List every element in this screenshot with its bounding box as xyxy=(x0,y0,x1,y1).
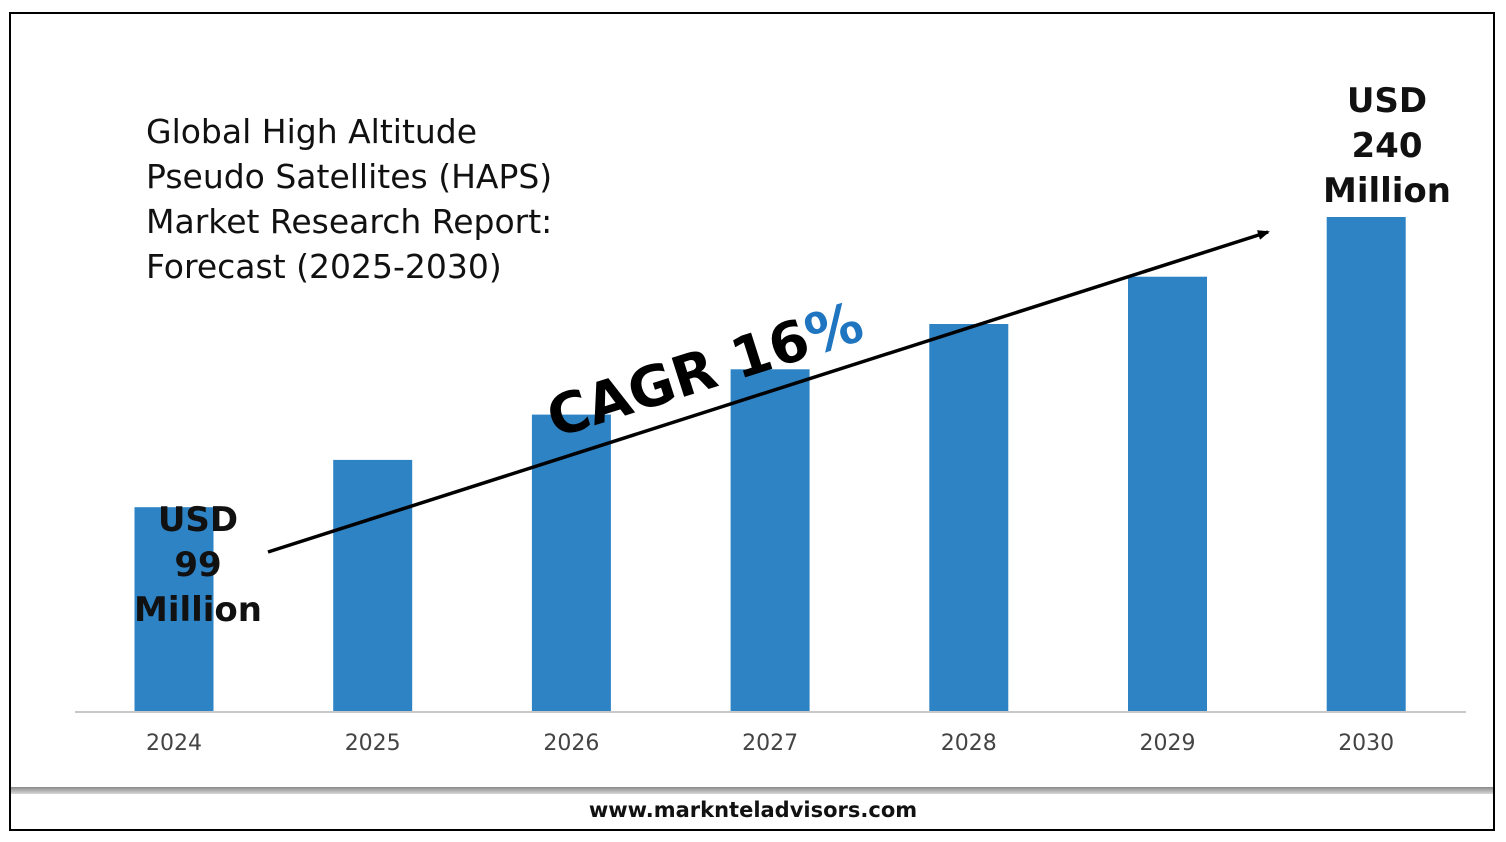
start-value-label: USD 99 Million xyxy=(134,500,262,630)
x-tick-label-2028: 2028 xyxy=(941,731,997,756)
growth-arrow xyxy=(267,230,1270,554)
end-value-label: USD 240 Million xyxy=(1323,81,1451,211)
chart-title-line-3: Market Research Report: xyxy=(146,202,552,241)
chart-title: Global High Altitude Pseudo Satellites (… xyxy=(146,112,552,286)
x-tick-label-2025: 2025 xyxy=(345,731,401,756)
bar-2030 xyxy=(1326,217,1406,711)
chart-title-line-1: Global High Altitude xyxy=(146,112,477,151)
x-axis-tick-labels: 2024 2025 2026 2027 2028 2029 2030 xyxy=(146,731,1394,756)
end-value-label-line-1: USD xyxy=(1347,81,1427,121)
start-value-label-line-2: 99 xyxy=(174,545,221,585)
cagr-label: CAGR 16% xyxy=(539,290,870,451)
start-value-label-line-3: Million xyxy=(134,590,262,630)
footer-divider xyxy=(11,787,1493,794)
end-value-label-line-3: Million xyxy=(1323,171,1451,211)
chart-title-line-2: Pseudo Satellites (HAPS) xyxy=(146,157,552,196)
x-tick-label-2024: 2024 xyxy=(146,731,202,756)
end-value-label-line-2: 240 xyxy=(1352,126,1423,166)
bar-2025 xyxy=(333,459,413,711)
chart-title-line-4: Forecast (2025-2030) xyxy=(146,247,502,286)
bar-2026 xyxy=(531,414,611,711)
x-tick-label-2029: 2029 xyxy=(1140,731,1196,756)
bar-2029 xyxy=(1128,276,1207,711)
start-value-label-line-1: USD xyxy=(158,500,238,540)
x-tick-label-2027: 2027 xyxy=(742,731,798,756)
footer-url: www.marknteladvisors.com xyxy=(588,798,918,822)
bar-2027 xyxy=(730,369,810,711)
bar-2028 xyxy=(929,324,1009,711)
bar-2024 xyxy=(134,507,214,711)
bars xyxy=(134,217,1406,711)
x-tick-label-2030: 2030 xyxy=(1338,731,1394,756)
x-tick-label-2026: 2026 xyxy=(543,731,599,756)
